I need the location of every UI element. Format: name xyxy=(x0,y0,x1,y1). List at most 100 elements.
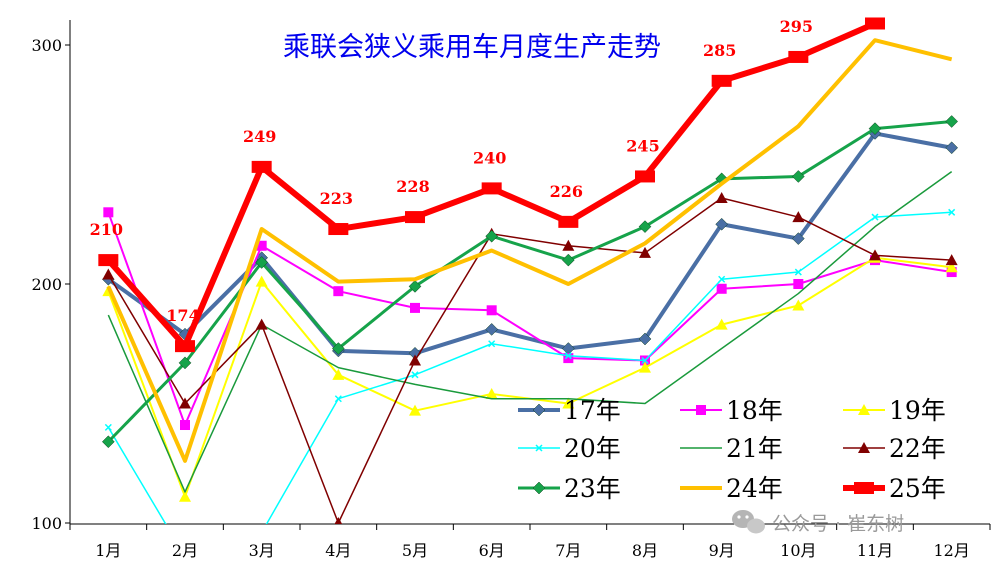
point-marker xyxy=(791,232,805,245)
point-marker xyxy=(410,302,420,313)
point-marker xyxy=(409,354,421,366)
y-tick-label: 100 xyxy=(31,514,62,533)
series-24年 xyxy=(106,38,953,463)
point-marker xyxy=(180,420,190,431)
legend: 17年 18年 19年 20年 21年 22年 23年 24年 25年 xyxy=(518,396,946,503)
legend-label: 21年 xyxy=(726,434,783,463)
x-tick-label: 4月 xyxy=(325,541,351,560)
point-marker xyxy=(485,229,499,243)
point-marker xyxy=(791,170,805,183)
point-marker xyxy=(175,340,195,353)
x-tick-label: 2月 xyxy=(172,541,198,560)
legend-entry: 18年 xyxy=(680,396,783,425)
point-marker xyxy=(331,342,345,355)
point-marker xyxy=(868,122,882,136)
point-marker xyxy=(564,352,572,360)
x-tick-label: 9月 xyxy=(709,541,735,560)
point-marker xyxy=(481,182,502,195)
x-tick-label: 1月 xyxy=(95,541,121,560)
chart-title: 乘联会狭义乘用车月度生产走势 xyxy=(283,32,661,63)
x-tick-label: 7月 xyxy=(555,541,581,560)
point-marker xyxy=(408,280,422,293)
point-marker xyxy=(561,253,575,267)
wechat-icon xyxy=(732,510,765,534)
point-marker xyxy=(715,217,729,231)
point-marker xyxy=(945,261,958,273)
point-marker xyxy=(635,170,655,183)
point-marker xyxy=(793,279,804,289)
series-line xyxy=(107,211,952,524)
data-label: 210 xyxy=(90,220,123,239)
legend-label: 22年 xyxy=(889,434,946,463)
point-marker xyxy=(794,268,802,276)
legend-label: 20年 xyxy=(564,434,621,463)
x-tick-label: 11月 xyxy=(857,541,893,560)
point-marker xyxy=(945,254,958,266)
point-marker xyxy=(792,299,805,311)
point-marker xyxy=(334,517,343,524)
point-marker xyxy=(869,249,881,261)
point-marker xyxy=(535,444,543,452)
point-marker xyxy=(98,254,119,267)
data-label: 245 xyxy=(626,136,659,155)
data-labels: 210 174 249 223 228 240 226 245 285 295 309 xyxy=(90,0,890,325)
x-tick-label: 12月 xyxy=(933,541,969,560)
legend-entry: 24年 xyxy=(680,474,783,503)
legend-label: 17年 xyxy=(564,396,621,425)
point-marker xyxy=(486,305,497,316)
point-marker xyxy=(332,368,345,380)
legend-label: 19年 xyxy=(889,396,946,425)
legend-label: 25年 xyxy=(889,474,946,503)
point-marker xyxy=(488,340,496,348)
point-marker xyxy=(858,442,870,453)
x-tick-label: 5月 xyxy=(402,541,428,560)
legend-entry: 17年 xyxy=(518,396,621,425)
point-marker xyxy=(792,211,805,223)
legend-label: 24年 xyxy=(726,474,783,503)
point-marker xyxy=(696,405,706,415)
watermark-text: 公众号 · 崔东树 xyxy=(772,513,904,535)
legend-entry: 19年 xyxy=(843,396,946,425)
data-label: 295 xyxy=(780,17,813,36)
legend-entry: 20年 xyxy=(518,434,621,463)
legend-entry: 22年 xyxy=(843,434,946,463)
data-label: 174 xyxy=(166,306,199,325)
point-marker xyxy=(101,435,115,449)
point-marker xyxy=(251,160,272,173)
series-line xyxy=(107,119,952,443)
point-marker xyxy=(638,220,652,233)
series-line xyxy=(107,171,953,493)
point-marker xyxy=(409,404,421,416)
point-marker xyxy=(715,318,728,330)
point-marker xyxy=(641,356,649,365)
data-label: 240 xyxy=(473,148,506,167)
point-marker xyxy=(865,17,885,30)
series-line xyxy=(107,211,952,427)
point-marker xyxy=(711,74,732,87)
data-label: 228 xyxy=(396,177,429,196)
point-marker xyxy=(854,482,874,494)
point-marker xyxy=(485,387,498,399)
legend-label: 23年 xyxy=(564,474,621,503)
point-marker xyxy=(638,332,652,346)
x-tick-label: 6月 xyxy=(479,541,505,560)
point-marker xyxy=(948,208,956,216)
point-marker xyxy=(718,275,726,283)
data-label: 223 xyxy=(320,189,353,208)
point-marker xyxy=(858,404,870,415)
point-marker xyxy=(104,423,112,431)
point-marker xyxy=(255,256,269,269)
point-marker xyxy=(328,223,349,236)
point-marker xyxy=(532,403,546,417)
legend-label: 18年 xyxy=(726,396,783,425)
point-marker xyxy=(563,353,574,364)
data-label: 249 xyxy=(243,127,276,146)
point-marker xyxy=(945,141,959,155)
point-marker xyxy=(788,50,809,63)
axes: 100 200 300 1月 2月 3月 4月 5月 6月 7月 8月 9月 10月 11月 12月 xyxy=(31,20,991,560)
series-line xyxy=(106,38,953,463)
point-marker xyxy=(562,239,575,251)
y-tick-label: 200 xyxy=(31,275,62,294)
